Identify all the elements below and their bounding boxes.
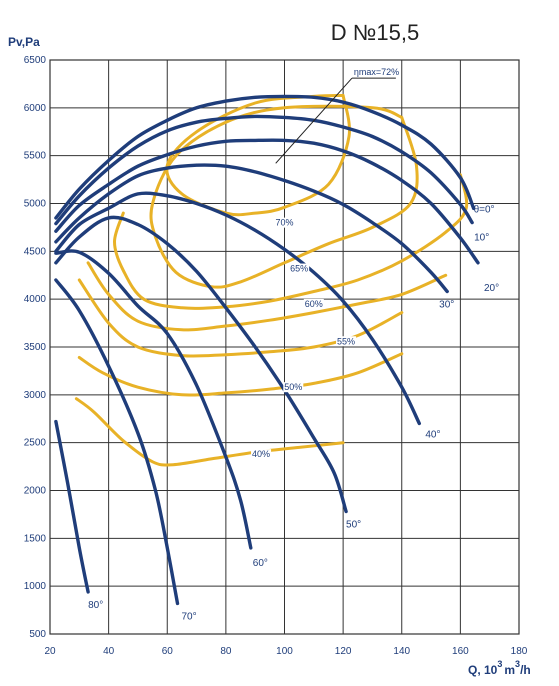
x-tick-label: 160 [452,646,469,657]
y-tick-label: 6500 [24,55,47,66]
x-tick-label: 120 [335,646,352,657]
efficiency-curve-label: 60% [305,299,323,309]
efficiency-curve [86,261,448,332]
y-tick-label: 1500 [24,533,47,544]
angle-curve-label: 60° [253,558,268,569]
angle-curve-label: θ=0° [474,204,495,215]
efficiency-curve-label: 65% [290,264,308,274]
angle-curve-label: 20° [484,283,499,294]
angle-curves [54,94,480,606]
angle-curve-label: 10° [474,233,489,244]
y-tick-label: 4000 [24,294,47,305]
angle-curve [54,138,480,265]
efficiency-label-bg [336,336,357,347]
y-tick-label: 5000 [24,199,47,210]
angle-curve [54,114,474,226]
curve-labels: θ=0° 10° 20° 30° 40° 50° 60° 70° 80° 70% 65% 60% 55%… [88,67,499,622]
eta-max-label: ηmax=72% [354,67,399,77]
angle-curve [54,419,90,594]
angle-curve [54,215,348,514]
y-tick-label: 2500 [24,438,47,449]
x-axis-label-sup2: 3 [515,659,520,669]
angle-curve [54,278,180,606]
efficiency-label-bg [303,298,324,309]
efficiency-curves [74,93,469,467]
efficiency-curve-label: 50% [284,382,302,392]
efficiency-label-bg [251,449,272,460]
efficiency-curve-label: 40% [252,449,270,459]
efficiency-curve [77,352,404,397]
y-tick-label: 6000 [24,103,47,114]
chart-title: D №15,5 [331,20,419,45]
y-tick-label: 4500 [24,246,47,257]
x-tick-label: 20 [44,646,56,657]
angle-curve-label: 80° [88,600,103,611]
grid [49,59,520,635]
plot-frame [49,59,520,635]
angle-curve [54,191,421,426]
x-tick-label: 180 [511,646,528,657]
x-tick-label: 140 [393,646,410,657]
x-tick-label: 80 [220,646,232,657]
x-tick-label: 100 [276,646,293,657]
efficiency-curve [113,173,469,310]
efficiency-label-bg [283,382,304,393]
x-tick-label: 60 [162,646,174,657]
efficiency-curve-label: 55% [337,336,355,346]
x-axis-label: Q, 103 m3/h [468,659,531,677]
x-axis-label-sup1: 3 [497,659,502,669]
x-axis-label-base: Q, 10 [468,663,498,677]
y-tick-label: 500 [29,629,46,640]
efficiency-label-bg [289,263,310,274]
angle-curve-label: 50° [346,520,361,531]
angle-curve [54,163,449,294]
angle-curve [54,94,476,220]
axis-ticks: 20 40 60 80 100 120 140 160 180 500 1000 1500 2000 25… [24,55,528,657]
x-axis-label-unit: m [504,663,515,677]
y-tick-label: 5500 [24,151,47,162]
efficiency-curve [74,397,345,467]
angle-curve-label: 30° [439,300,454,311]
efficiency-curve [149,104,419,289]
angle-curve-label: 40° [425,430,440,441]
efficiency-curve-label: 70% [275,218,293,228]
y-tick-label: 1000 [24,581,47,592]
x-tick-label: 40 [103,646,115,657]
angle-curve [54,249,253,550]
y-tick-label: 2000 [24,486,47,497]
x-axis-label-tail: /h [520,663,531,677]
angle-curve-label: 70° [182,611,197,622]
y-tick-label: 3500 [24,342,47,353]
y-tick-label: 3000 [24,390,47,401]
eta-max-leader [275,77,353,164]
y-axis-label: Pv,Pa [8,35,40,49]
efficiency-label-bg [274,217,295,228]
